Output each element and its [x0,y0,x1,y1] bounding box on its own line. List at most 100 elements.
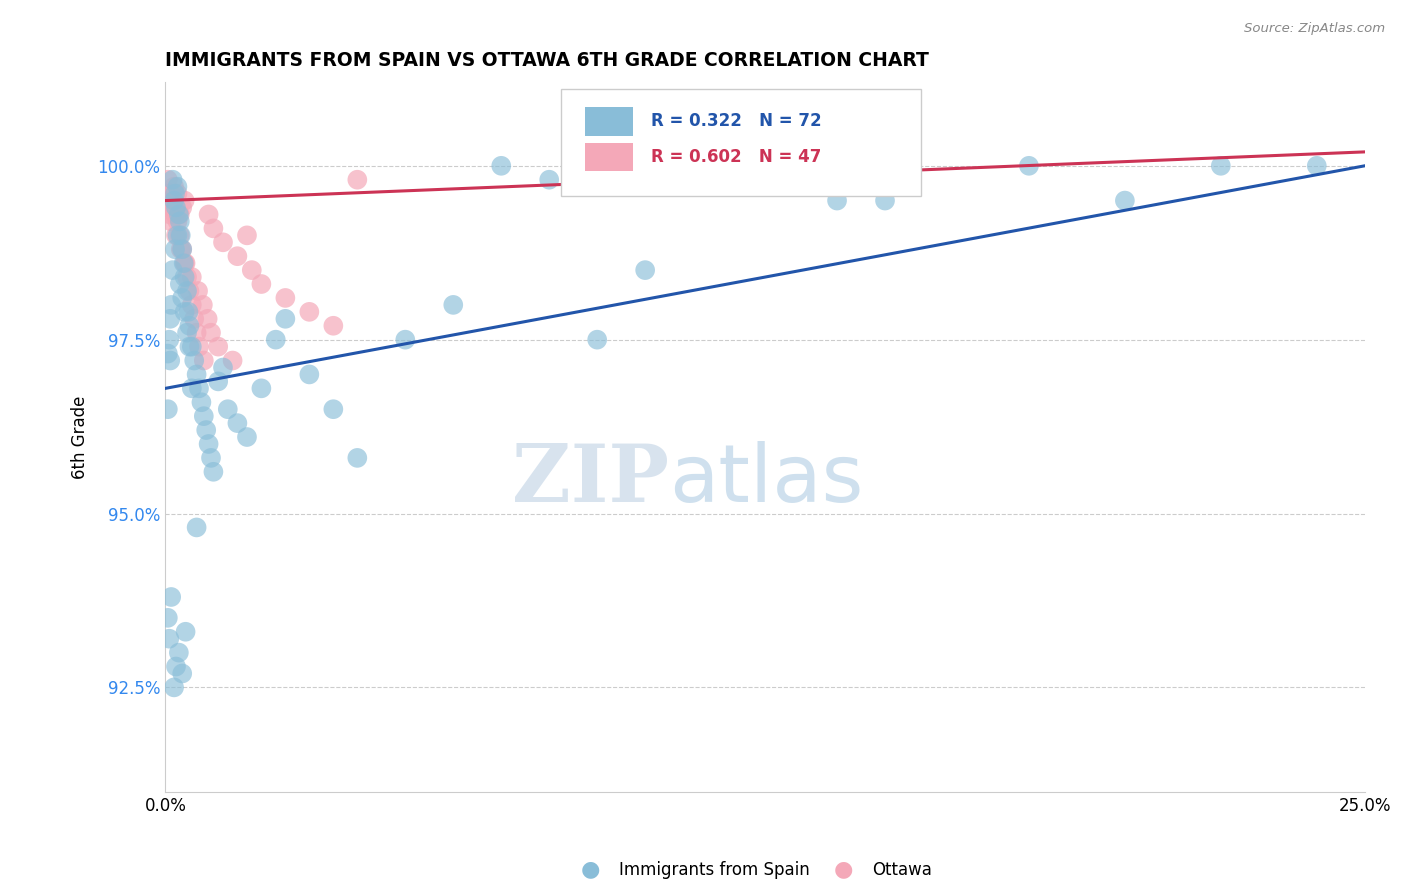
Point [163,186,186,201]
Point [160,214,183,228]
Y-axis label: 6th Grade: 6th Grade [72,395,89,479]
Point [179,340,201,354]
Point [1114,194,1136,208]
Point [167,646,190,660]
Point [156,172,179,186]
Point [179,284,201,298]
Point [1018,159,1040,173]
Point [197,207,219,221]
Point [586,333,609,347]
Point [212,235,235,250]
Point [176,326,198,340]
Point [163,242,186,256]
Point [250,381,273,395]
Point [169,207,191,221]
Point [200,326,222,340]
Point [170,228,193,243]
Point [180,270,202,285]
Point [197,437,219,451]
Point [322,318,344,333]
FancyBboxPatch shape [585,143,633,171]
Point [166,214,188,228]
Point [298,305,321,319]
Point [166,186,188,201]
Point [274,291,297,305]
Point [157,632,180,646]
Point [191,298,214,312]
Point [212,360,235,375]
Point [180,340,202,354]
Point [166,179,188,194]
Point [167,207,190,221]
Point [163,681,186,695]
Point [174,256,197,270]
Text: R = 0.602   N = 47: R = 0.602 N = 47 [651,148,821,166]
Point [226,416,249,430]
Text: atlas: atlas [669,441,863,518]
Point [730,159,752,173]
Point [188,381,211,395]
Point [202,465,225,479]
Point [162,201,184,215]
FancyBboxPatch shape [585,107,633,136]
Point [274,311,297,326]
Point [197,311,219,326]
Point [156,611,179,625]
Point [394,333,416,347]
Point [172,242,194,256]
Point [160,590,183,604]
Text: R = 0.322   N = 72: R = 0.322 N = 72 [651,112,821,130]
Point [159,353,181,368]
Point [193,409,215,424]
Point [156,346,179,360]
Point [156,186,179,201]
Point [240,263,263,277]
Point [187,284,209,298]
Point [186,520,208,534]
Point [173,305,195,319]
Point [159,186,181,201]
Point [183,353,205,368]
Point [207,340,229,354]
Point [264,333,287,347]
Text: Ottawa: Ottawa [872,861,932,879]
Text: ●: ● [581,860,600,880]
Point [190,395,212,409]
Point [1209,159,1232,173]
Point [195,423,218,437]
Point [160,298,183,312]
Point [176,270,198,285]
Point [176,284,198,298]
Text: Immigrants from Spain: Immigrants from Spain [619,861,810,879]
Point [180,298,202,312]
Point [177,305,200,319]
Point [157,194,180,208]
Point [156,402,179,417]
Point [183,311,205,326]
Point [170,242,193,256]
Point [825,194,848,208]
Point [322,402,344,417]
Point [162,172,184,186]
Text: Source: ZipAtlas.com: Source: ZipAtlas.com [1244,22,1385,36]
Point [441,298,464,312]
Point [162,194,184,208]
Point [169,214,191,228]
Point [169,228,191,243]
Point [236,430,259,444]
Point [173,270,195,285]
Point [221,353,243,368]
Point [217,402,239,417]
Point [186,368,208,382]
Text: ZIP: ZIP [512,441,669,518]
Point [193,353,215,368]
Point [157,333,180,347]
Point [298,368,321,382]
Point [346,172,368,186]
Point [173,256,195,270]
Point [166,228,188,243]
Point [180,381,202,395]
Point [634,263,657,277]
Point [172,201,194,215]
Point [188,340,211,354]
